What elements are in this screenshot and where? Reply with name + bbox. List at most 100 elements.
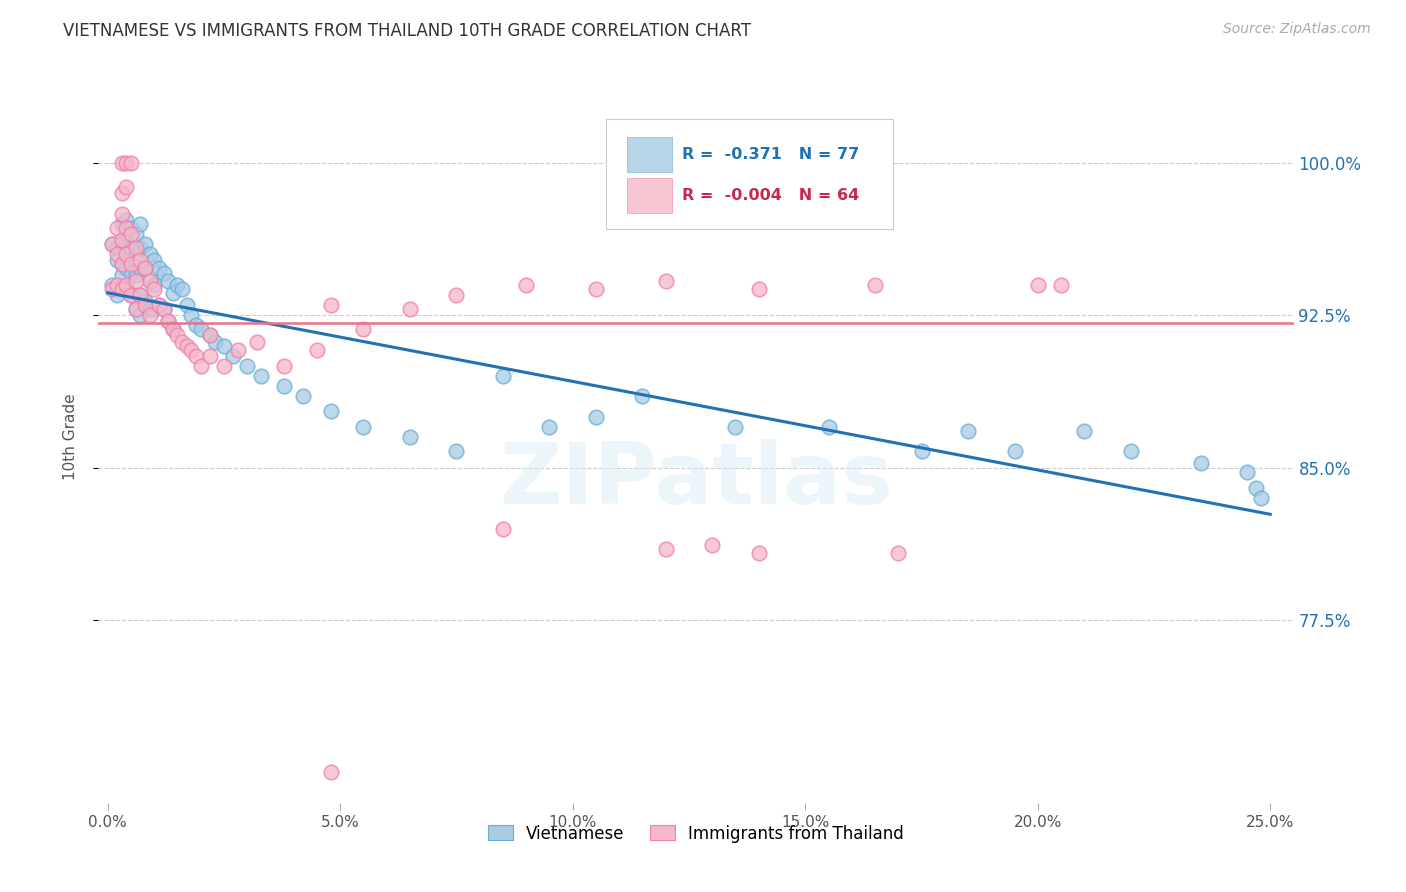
Point [111,233,134,247]
Point [129,288,152,302]
FancyBboxPatch shape [627,137,672,172]
Point [180,308,202,322]
Point [134,261,156,276]
Point [134,293,156,308]
Point [655,541,678,556]
Point [124,301,146,317]
Point [134,237,156,252]
Point [143,301,166,317]
Point [353,420,375,434]
Point [863,277,886,292]
Point [148,298,170,312]
Point [190,322,212,336]
Point [817,420,839,434]
Point [111,282,134,296]
Text: R =  -0.371   N = 77: R = -0.371 N = 77 [682,147,859,162]
Point [887,546,910,560]
Point [152,301,174,317]
Point [162,322,184,336]
Point [1119,444,1142,458]
Point [1189,457,1212,471]
Point [399,301,422,317]
Point [166,277,188,292]
Point [198,328,221,343]
Point [176,298,198,312]
Point [111,237,134,252]
Point [655,274,678,288]
Point [190,359,212,373]
Point [212,338,235,352]
Point [1236,465,1258,479]
Point [124,268,146,282]
Point [115,247,138,261]
Point [157,274,180,288]
Point [226,343,249,357]
Point [204,334,226,349]
Point [143,282,166,296]
Point [1073,424,1095,438]
Point [138,274,160,288]
Point [105,220,128,235]
Point [115,155,138,169]
Point [748,546,770,560]
Point [101,277,124,292]
Point [162,285,184,300]
Point [172,282,194,296]
Point [250,369,273,384]
Point [702,538,724,552]
Point [1246,481,1268,495]
Point [115,220,138,235]
Point [538,420,561,434]
Point [101,237,124,252]
Point [105,277,128,292]
Point [148,261,170,276]
Point [492,369,515,384]
Point [115,247,138,261]
Point [162,322,184,336]
Point [222,349,245,363]
Point [124,274,146,288]
Point [115,212,138,227]
Point [115,180,138,194]
Text: R =  -0.004   N = 64: R = -0.004 N = 64 [682,188,859,203]
Point [111,186,134,201]
Point [111,257,134,271]
Point [120,257,142,271]
Point [111,268,134,282]
Point [134,261,156,276]
Text: VIETNAMESE VS IMMIGRANTS FROM THAILAND 10TH GRADE CORRELATION CHART: VIETNAMESE VS IMMIGRANTS FROM THAILAND 1… [63,22,751,40]
Point [105,253,128,268]
Point [198,349,221,363]
Point [585,282,607,296]
Point [111,257,134,271]
Point [148,298,170,312]
Point [120,241,142,255]
Point [166,328,188,343]
Point [184,318,207,333]
Point [585,409,607,424]
Point [101,282,124,296]
Point [105,247,128,261]
Point [120,288,142,302]
Point [292,389,315,403]
Point [115,261,138,276]
Point [157,314,180,328]
Point [124,301,146,317]
Point [305,343,328,357]
Point [492,522,515,536]
Point [138,308,160,322]
Point [176,338,198,352]
Point [120,227,142,241]
Point [129,217,152,231]
Point [236,359,259,373]
Point [152,266,174,280]
Point [120,288,142,302]
Point [319,298,342,312]
Point [115,227,138,241]
Point [1250,491,1272,505]
Point [115,282,138,296]
Point [319,403,342,417]
Point [198,328,221,343]
Point [124,241,146,255]
Point [724,420,747,434]
